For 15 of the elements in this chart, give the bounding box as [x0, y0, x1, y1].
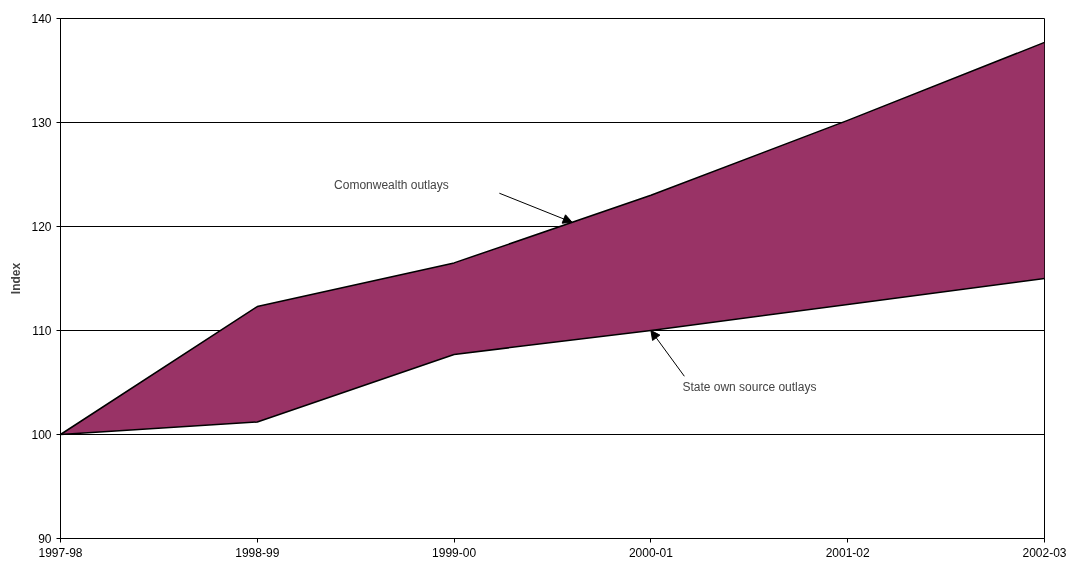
y-axis-title: Index — [9, 262, 24, 295]
annotation: Comonwealth outlays — [334, 177, 449, 192]
y-tick-label: 100 — [31, 428, 52, 442]
x-tick-label: 2002-03 — [1022, 545, 1067, 560]
y-tick-label: 130 — [31, 116, 52, 130]
y-tick-label: 110 — [32, 324, 52, 338]
x-tick-label: 2001-02 — [825, 545, 871, 560]
x-tick-label: 1998-99 — [235, 545, 280, 560]
x-tick-label: 1997-98 — [38, 545, 83, 560]
x-tick-label: 1999-00 — [432, 545, 477, 560]
y-tick-label: 140 — [31, 12, 52, 26]
y-tick-label: 90 — [38, 532, 52, 546]
y-tick-label: 120 — [31, 220, 52, 234]
annotation: State own source outlays — [682, 379, 817, 394]
x-tick-label: 2000-01 — [628, 545, 674, 560]
